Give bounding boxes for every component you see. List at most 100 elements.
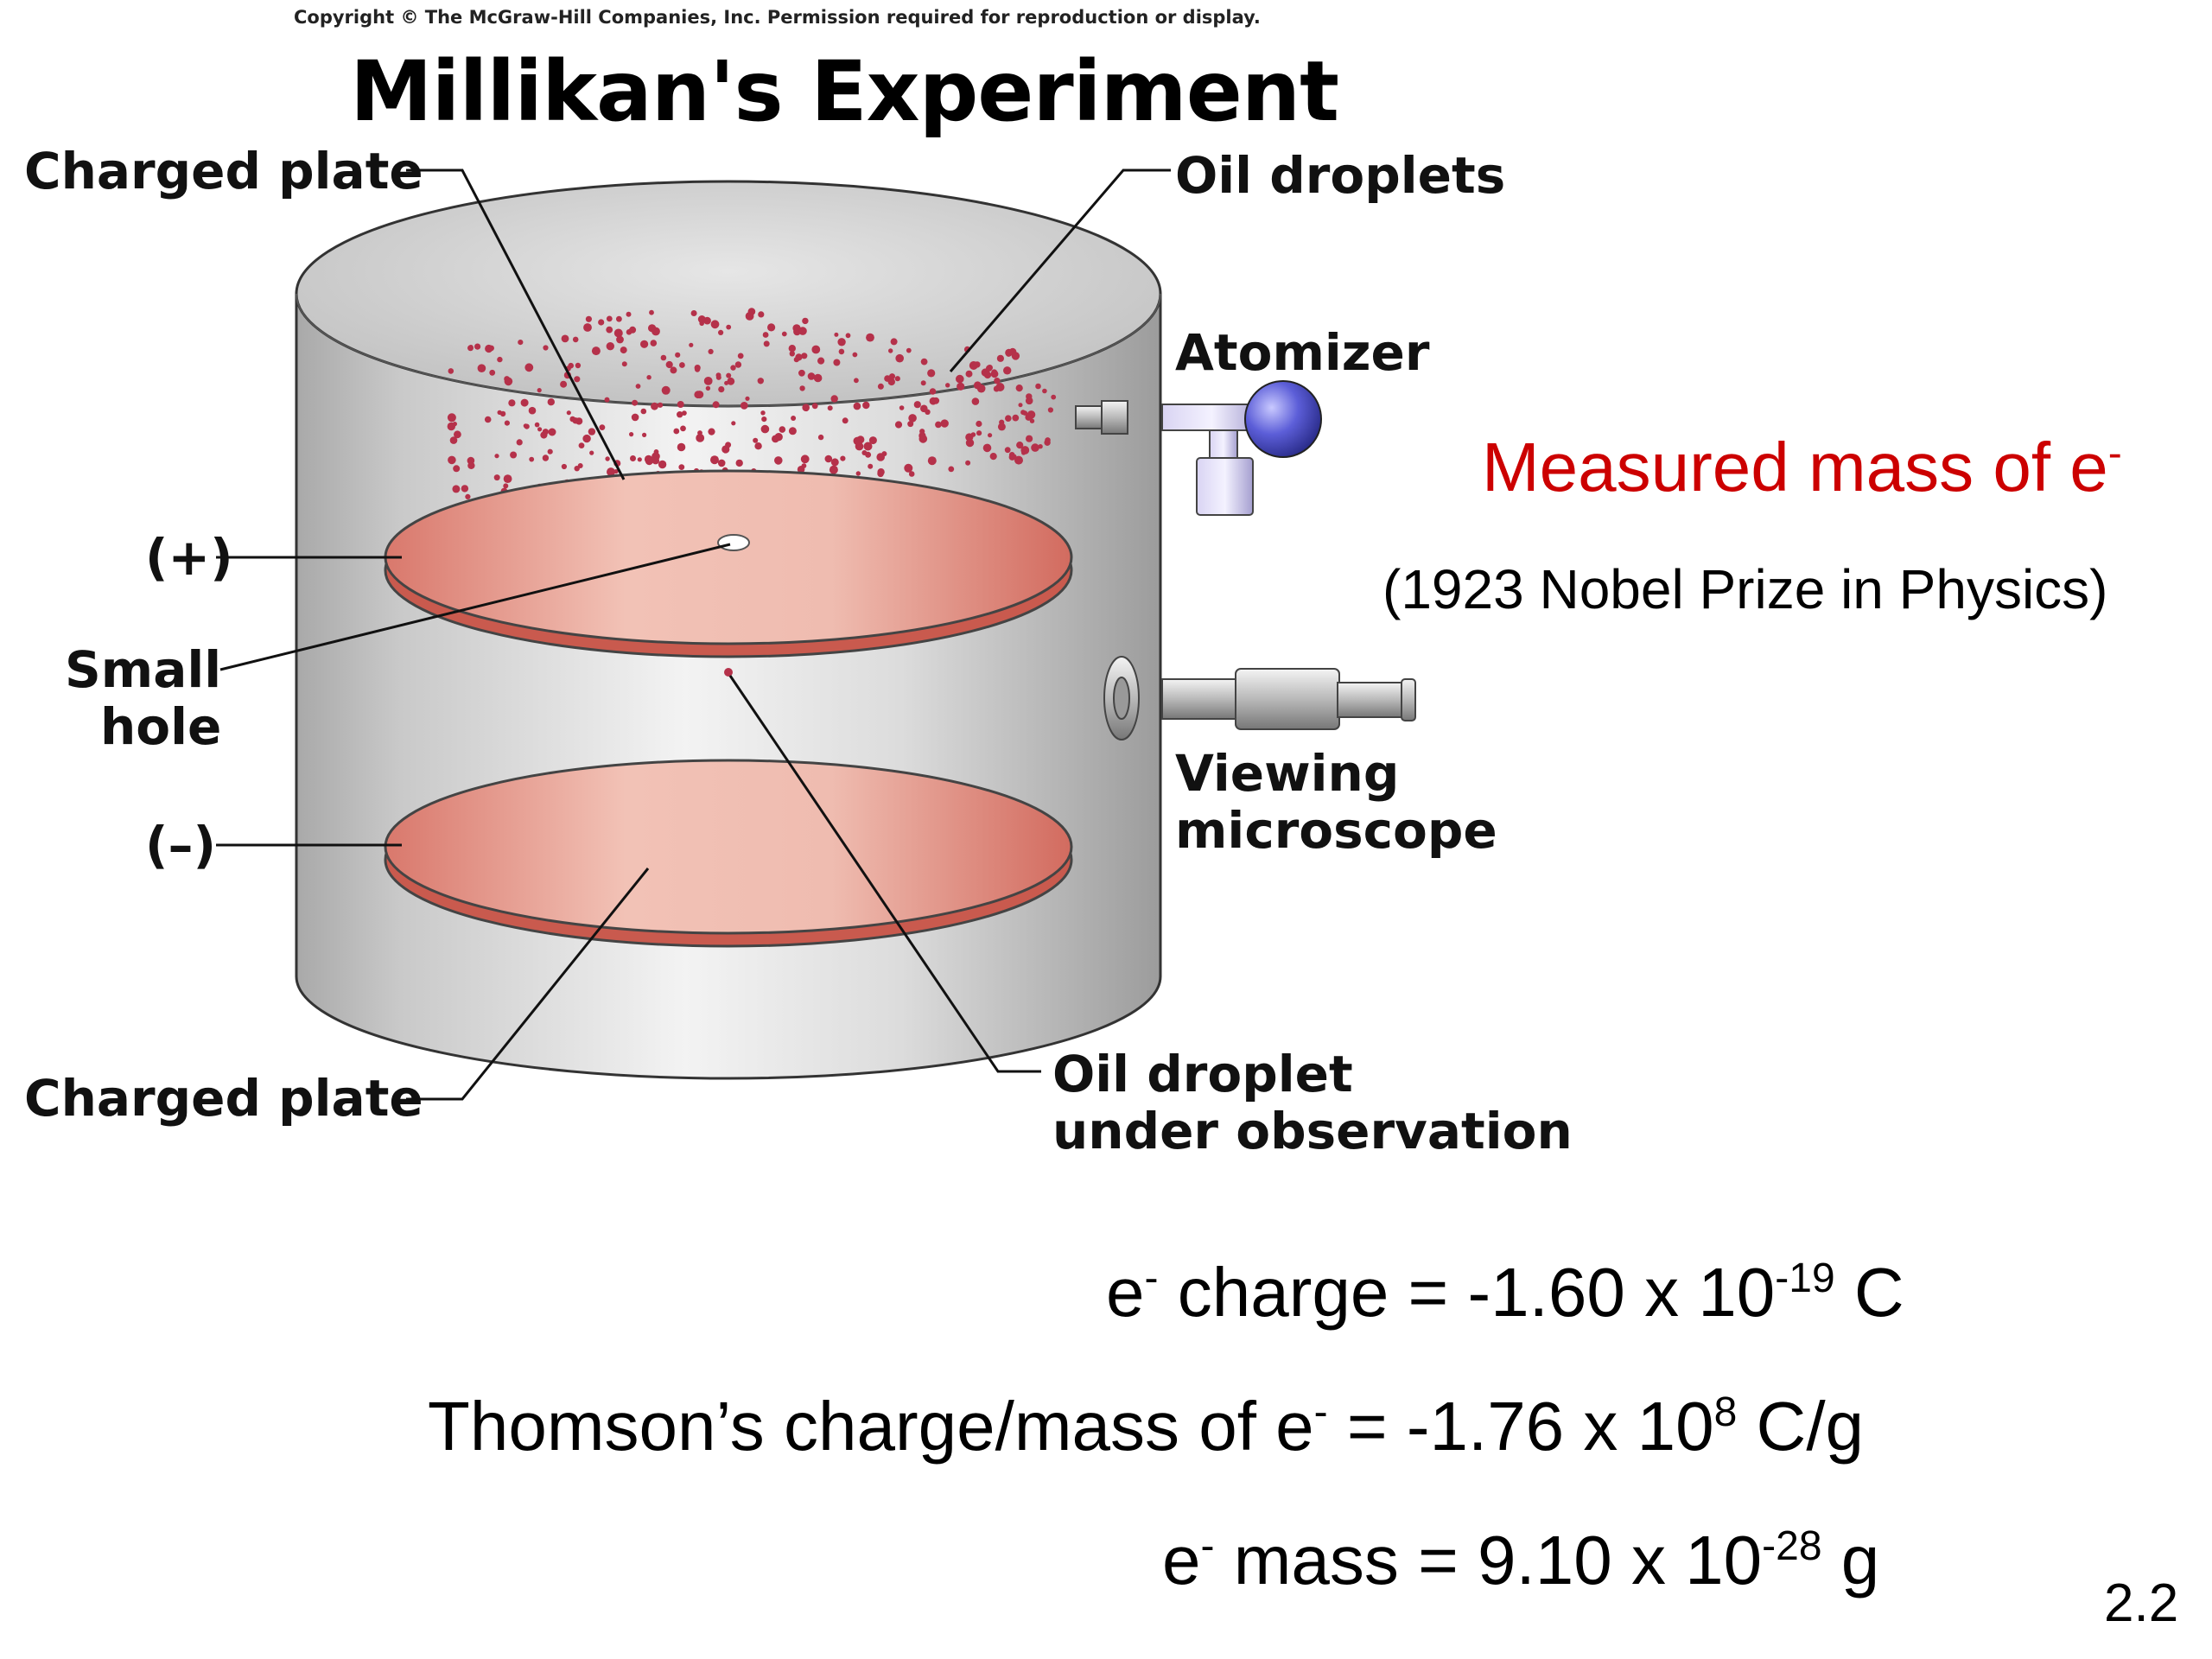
label-small-hole-line2: hole bbox=[100, 697, 222, 756]
oil-droplet bbox=[774, 456, 783, 465]
oil-droplet bbox=[542, 454, 550, 461]
oil-droplet bbox=[696, 434, 705, 442]
oil-droplet bbox=[774, 433, 783, 442]
cylinder-inner-rim bbox=[296, 293, 1161, 407]
atomizer bbox=[1075, 380, 1322, 516]
oil-droplet bbox=[920, 358, 928, 365]
oil-droplet bbox=[606, 315, 613, 322]
oil-droplet bbox=[585, 315, 593, 322]
oil-droplet bbox=[1016, 441, 1024, 449]
oil-droplet bbox=[1051, 394, 1057, 400]
oil-droplet bbox=[604, 397, 610, 403]
oil-droplet bbox=[888, 348, 893, 353]
oil-droplet bbox=[919, 429, 925, 435]
oil-droplet bbox=[524, 363, 534, 372]
oil-droplet bbox=[745, 396, 750, 401]
oil-droplet bbox=[1014, 455, 1023, 465]
oil-droplet bbox=[753, 437, 759, 443]
oil-droplet bbox=[1005, 415, 1012, 423]
oil-droplet bbox=[488, 345, 494, 352]
oil-droplet bbox=[971, 397, 980, 405]
oil-droplet bbox=[537, 388, 542, 393]
oil-droplet bbox=[802, 404, 810, 412]
oil-droplet bbox=[631, 413, 639, 422]
oil-droplet bbox=[788, 345, 796, 353]
oil-droplet bbox=[763, 340, 770, 347]
oil-droplet bbox=[762, 332, 769, 338]
viewing-microscope bbox=[1103, 656, 1416, 741]
oil-droplet bbox=[842, 417, 849, 424]
oil-droplet bbox=[730, 365, 736, 371]
oil-droplet bbox=[474, 343, 481, 350]
oil-droplet bbox=[817, 434, 824, 441]
oil-droplet bbox=[811, 403, 818, 410]
oil-droplet bbox=[853, 402, 861, 410]
oil-droplet bbox=[607, 467, 615, 477]
oil-droplet bbox=[560, 380, 568, 388]
oil-droplet bbox=[503, 474, 512, 483]
oil-droplet bbox=[677, 411, 683, 418]
oil-droplet bbox=[518, 340, 524, 346]
oil-droplet bbox=[895, 353, 904, 363]
oil-droplet bbox=[792, 324, 801, 333]
oil-droplet bbox=[788, 427, 797, 435]
oil-droplet bbox=[976, 420, 982, 428]
oil-droplet bbox=[467, 461, 475, 469]
oil-droplet bbox=[637, 457, 642, 462]
oil-droplet bbox=[465, 493, 471, 500]
oil-droplet bbox=[800, 454, 810, 464]
oil-droplet bbox=[626, 311, 632, 317]
leader-charged-plate-bottom bbox=[406, 868, 650, 1101]
oil-droplet bbox=[1003, 366, 1012, 375]
label-oil-droplet: Oil droplet bbox=[1052, 1045, 1353, 1103]
oil-droplet bbox=[799, 385, 805, 391]
oil-droplet bbox=[868, 463, 874, 469]
leader-small-hole bbox=[219, 543, 731, 671]
oil-droplet bbox=[1042, 388, 1047, 394]
oil-droplet bbox=[484, 416, 492, 423]
oil-droplet bbox=[616, 315, 622, 322]
oil-droplet bbox=[629, 432, 634, 437]
equation-electron-mass: e- mass = 9.10 x 10-28 g bbox=[1162, 1522, 1880, 1599]
oil-droplet bbox=[497, 356, 503, 363]
oil-droplet bbox=[731, 421, 736, 426]
oil-droplet bbox=[845, 333, 851, 339]
oil-droplet bbox=[868, 436, 877, 445]
oil-droplet bbox=[833, 359, 841, 366]
oil-droplet bbox=[829, 465, 838, 474]
oil-droplet bbox=[694, 366, 701, 372]
oil-droplet bbox=[988, 433, 993, 438]
oil-droplet bbox=[982, 443, 992, 453]
oil-droplet bbox=[673, 428, 680, 435]
oil-droplet bbox=[920, 404, 928, 413]
oil-droplet bbox=[997, 423, 1006, 431]
oil-droplet bbox=[890, 338, 898, 346]
oil-droplet bbox=[761, 416, 767, 423]
oil-droplet bbox=[754, 442, 762, 450]
label-under-observation: under observation bbox=[1052, 1102, 1573, 1160]
oil-droplet bbox=[529, 456, 535, 462]
oil-droplet bbox=[927, 369, 936, 378]
oil-droplet bbox=[1026, 393, 1033, 400]
oil-droplet bbox=[510, 451, 518, 459]
oil-droplet bbox=[830, 395, 838, 403]
oil-droplet bbox=[599, 424, 606, 430]
top-charged-plate bbox=[384, 469, 1073, 658]
oil-droplet bbox=[862, 401, 870, 410]
oil-droplet bbox=[677, 442, 686, 452]
oil-droplet bbox=[561, 334, 569, 343]
oil-droplet bbox=[727, 377, 735, 385]
equation-thomson-charge-mass: Thomson’s charge/mass of e- = -1.76 x 10… bbox=[428, 1388, 1865, 1465]
oil-droplet bbox=[813, 373, 823, 383]
oil-droplet bbox=[497, 410, 502, 416]
oil-droplet bbox=[1026, 435, 1033, 442]
page-title: Millikan's Experiment bbox=[350, 43, 1339, 140]
label-atomizer: Atomizer bbox=[1175, 323, 1430, 382]
oil-droplet bbox=[994, 378, 1001, 385]
oil-droplet bbox=[1045, 437, 1051, 443]
oil-droplet bbox=[616, 335, 624, 344]
oil-droplet bbox=[644, 454, 653, 464]
oil-droplet bbox=[969, 361, 978, 370]
oil-droplet bbox=[932, 397, 940, 404]
oil-droplet bbox=[929, 388, 937, 395]
